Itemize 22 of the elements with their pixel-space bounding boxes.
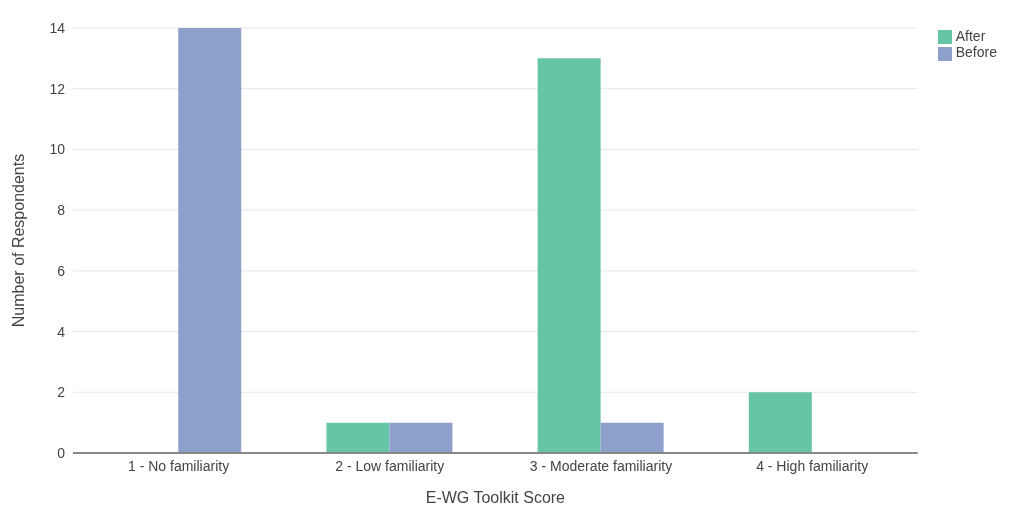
y-tick-label: 10 bbox=[49, 141, 66, 158]
x-tick-label: 4 - High familiarity bbox=[756, 457, 869, 474]
x-tick-label: 2 - Low familiarity bbox=[335, 457, 445, 474]
bar bbox=[537, 58, 601, 453]
y-tick-label: 0 bbox=[57, 444, 66, 461]
y-tick-label: 8 bbox=[57, 202, 66, 219]
bar bbox=[178, 28, 242, 453]
x-tick-label: 1 - No familiarity bbox=[128, 457, 230, 474]
y-tick-label: 4 bbox=[57, 323, 66, 340]
bar bbox=[326, 422, 390, 453]
x-axis-title: E-WG Toolkit Score bbox=[425, 489, 566, 506]
bar bbox=[389, 422, 453, 453]
y-tick-label: 14 bbox=[49, 19, 66, 36]
y-tick-label: 6 bbox=[57, 262, 66, 279]
y-tick-label: 2 bbox=[57, 384, 66, 401]
bar bbox=[748, 392, 812, 453]
legend-label: Before bbox=[955, 44, 997, 61]
legend-label: After bbox=[955, 28, 986, 44]
bar bbox=[600, 422, 664, 453]
y-tick-label: 12 bbox=[49, 80, 66, 97]
x-tick-label: 3 - Moderate familiarity bbox=[529, 457, 673, 474]
y-axis-title: Number of Respondents bbox=[9, 153, 27, 328]
